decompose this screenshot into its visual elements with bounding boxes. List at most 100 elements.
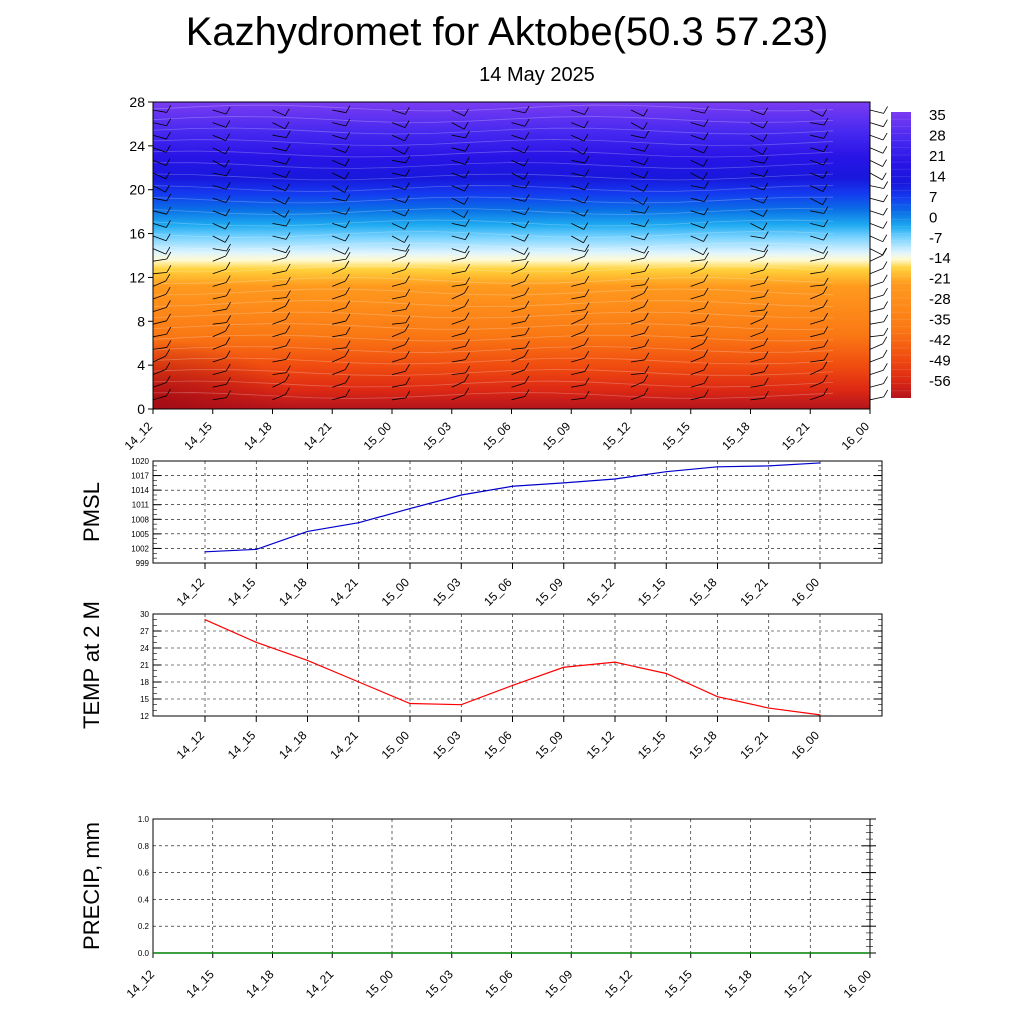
wind-barb	[511, 294, 525, 300]
wind-barb-flag	[703, 132, 709, 140]
wind-barb	[451, 345, 466, 350]
wind-barb	[212, 134, 226, 142]
contour-line	[152, 231, 834, 238]
wind-barb-flag	[225, 208, 231, 217]
wind-barb-flag	[882, 207, 888, 216]
wind-barb-flag	[823, 131, 829, 139]
x-tick-label: 15_06	[480, 419, 514, 453]
wind-barb-flag	[823, 144, 829, 152]
wind-barb-flag	[345, 118, 351, 127]
x-tick-label: 15_15	[635, 728, 669, 762]
wind-barb-flag	[524, 274, 529, 282]
wind-barb-flag	[643, 170, 649, 179]
x-tick-label: 14_15	[225, 728, 259, 762]
wind-barb	[810, 394, 824, 401]
wind-barb	[451, 284, 466, 287]
wind-barb-flag	[524, 234, 529, 242]
wind-barb-flag	[823, 206, 829, 214]
wind-barb	[869, 308, 884, 312]
wind-barb-flag	[345, 145, 350, 153]
wind-barb-flag	[285, 352, 291, 360]
wind-barb	[511, 369, 525, 375]
wind-barb-flag	[464, 108, 469, 117]
wind-barb	[630, 210, 645, 214]
y-tick-label: 21	[140, 661, 149, 670]
x-tick-label: 16_00	[789, 728, 823, 762]
wind-barb	[511, 134, 525, 140]
wind-barb-flag	[643, 387, 649, 396]
wind-barb	[332, 333, 347, 338]
wind-barb-flag	[224, 146, 230, 155]
wind-barb	[630, 381, 645, 388]
wind-barb-flag	[465, 365, 470, 374]
wind-barb-flag	[345, 388, 351, 397]
wind-barb-flag	[285, 245, 291, 253]
x-tick-label: 15_21	[737, 575, 771, 609]
data-point	[511, 684, 514, 687]
wind-barb-flag	[524, 145, 529, 154]
wind-barb-flag	[344, 349, 350, 357]
colorbar-label: -21	[929, 271, 951, 288]
wind-barb	[869, 334, 884, 338]
wind-barb-flag	[823, 251, 829, 259]
wind-barb-flag	[166, 265, 172, 273]
wind-barb	[272, 394, 286, 401]
wind-barb	[332, 369, 346, 375]
wind-barb	[152, 307, 167, 312]
x-tick-label: 14_15	[183, 967, 217, 1001]
wind-barb	[391, 295, 406, 300]
wind-barb	[332, 172, 346, 180]
data-point	[819, 714, 821, 716]
wind-barb-flag	[584, 390, 590, 399]
x-tick-label: 15_06	[481, 575, 515, 609]
wind-barb-flag	[823, 277, 829, 286]
wind-barb	[630, 306, 645, 312]
data-point	[255, 548, 257, 551]
wind-barb	[869, 248, 883, 256]
wind-barb-flag	[523, 172, 529, 180]
wind-barb-flag	[524, 314, 530, 322]
wind-barb	[869, 254, 883, 262]
wind-barb-flag	[583, 222, 589, 230]
wind-barb	[212, 357, 227, 363]
wind-barb-flag	[166, 251, 172, 260]
wind-barb	[869, 396, 884, 401]
wind-barb-flag	[525, 340, 530, 349]
wind-barb	[810, 381, 824, 388]
wind-barb	[391, 282, 406, 287]
wind-barb	[332, 395, 346, 401]
x-tick-label: 14_18	[243, 967, 277, 1001]
wind-barb-flag	[344, 247, 350, 255]
wind-barb-flag	[166, 388, 171, 397]
y-tick-label: 1005	[131, 530, 149, 539]
wind-barb-flag	[405, 364, 410, 372]
wind-barb	[212, 330, 226, 338]
wind-barb	[750, 109, 764, 116]
y-tick-label: 0	[137, 401, 145, 417]
contour-line	[152, 323, 834, 330]
wind-barb	[451, 235, 466, 241]
x-tick-label: 14_12	[124, 967, 158, 1001]
contour-line	[152, 242, 834, 250]
wind-barb	[391, 357, 406, 363]
wind-barb	[690, 172, 704, 180]
colorbar-label: 35	[929, 107, 946, 124]
contour-line	[152, 288, 834, 296]
wind-barb-flag	[225, 337, 231, 345]
wind-barb	[272, 147, 287, 152]
wind-barb-flag	[286, 290, 291, 298]
wind-barb-flag	[524, 207, 530, 215]
wind-barb-flag	[702, 172, 708, 180]
plot-frame	[152, 460, 883, 564]
wind-barb	[391, 122, 406, 128]
wind-barb-flag	[883, 119, 888, 127]
wind-barb-flag	[823, 326, 829, 334]
wind-barb-flag	[823, 219, 829, 227]
wind-barb-flag	[703, 220, 709, 229]
wind-barb-flag	[584, 107, 589, 115]
x-tick-label: 15_00	[363, 967, 397, 1001]
wind-barb	[571, 317, 585, 325]
wind-barb-flag	[763, 377, 769, 386]
wind-barb	[451, 185, 465, 192]
wind-barb	[750, 122, 764, 129]
